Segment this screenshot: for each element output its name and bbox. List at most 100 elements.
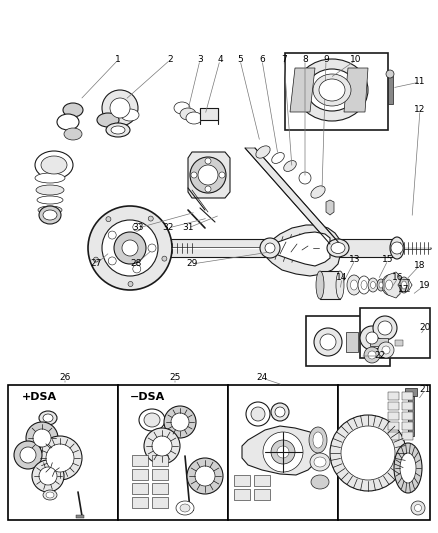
Ellipse shape — [311, 475, 329, 489]
Circle shape — [260, 238, 280, 258]
Text: 4: 4 — [217, 55, 223, 64]
Ellipse shape — [310, 453, 330, 471]
Ellipse shape — [139, 409, 165, 431]
Ellipse shape — [43, 210, 57, 220]
Circle shape — [205, 186, 211, 192]
Ellipse shape — [313, 432, 323, 448]
Bar — [370, 338, 388, 346]
Ellipse shape — [36, 185, 64, 195]
Circle shape — [171, 413, 189, 431]
Circle shape — [265, 243, 275, 253]
Text: 13: 13 — [349, 255, 361, 264]
Bar — [132, 483, 148, 494]
Ellipse shape — [272, 152, 284, 164]
Circle shape — [152, 436, 172, 456]
Polygon shape — [265, 225, 340, 276]
Circle shape — [198, 165, 218, 185]
Bar — [234, 489, 250, 500]
Text: 6: 6 — [259, 55, 265, 64]
Bar — [200, 108, 218, 120]
Ellipse shape — [309, 427, 327, 453]
Ellipse shape — [299, 172, 311, 184]
Bar — [388, 432, 399, 440]
Ellipse shape — [284, 160, 296, 172]
Ellipse shape — [330, 415, 406, 491]
Bar — [8, 385, 118, 520]
Circle shape — [110, 98, 130, 118]
Ellipse shape — [106, 123, 130, 137]
Ellipse shape — [275, 407, 285, 417]
Circle shape — [190, 157, 226, 193]
Ellipse shape — [180, 108, 196, 120]
Bar — [360, 308, 430, 358]
Polygon shape — [242, 426, 320, 475]
Circle shape — [33, 429, 51, 447]
Text: +DSA: +DSA — [22, 392, 57, 402]
Ellipse shape — [121, 109, 139, 121]
Circle shape — [102, 220, 158, 276]
Ellipse shape — [57, 114, 79, 130]
Circle shape — [411, 501, 425, 515]
Ellipse shape — [371, 281, 375, 288]
Ellipse shape — [246, 402, 270, 426]
Circle shape — [114, 232, 146, 264]
Ellipse shape — [314, 457, 326, 467]
Ellipse shape — [319, 79, 345, 101]
Circle shape — [219, 172, 225, 178]
Ellipse shape — [64, 128, 82, 140]
Circle shape — [148, 216, 153, 221]
Circle shape — [164, 406, 196, 438]
Bar — [405, 388, 417, 396]
Text: 33: 33 — [132, 223, 144, 232]
Circle shape — [378, 321, 392, 335]
Ellipse shape — [39, 411, 57, 425]
Circle shape — [26, 422, 58, 454]
Text: 11: 11 — [414, 77, 426, 86]
Circle shape — [108, 257, 116, 265]
Polygon shape — [326, 200, 334, 215]
Ellipse shape — [174, 102, 190, 114]
Circle shape — [382, 346, 390, 354]
Bar — [388, 392, 399, 400]
Ellipse shape — [341, 426, 395, 480]
Bar — [234, 475, 250, 486]
Bar — [152, 455, 168, 466]
Circle shape — [133, 265, 141, 273]
Circle shape — [46, 444, 74, 472]
Circle shape — [386, 70, 394, 78]
Bar — [152, 497, 168, 508]
Text: 1: 1 — [115, 55, 121, 64]
Ellipse shape — [402, 281, 406, 289]
Bar — [132, 455, 148, 466]
Text: 17: 17 — [398, 286, 410, 295]
Ellipse shape — [390, 237, 404, 259]
Polygon shape — [265, 232, 330, 266]
Ellipse shape — [43, 414, 53, 422]
Ellipse shape — [35, 151, 73, 179]
Ellipse shape — [350, 280, 357, 290]
Text: 9: 9 — [323, 55, 329, 64]
Bar — [388, 76, 393, 104]
Text: 27: 27 — [90, 260, 102, 269]
Text: 26: 26 — [59, 374, 71, 383]
Circle shape — [205, 158, 211, 164]
Ellipse shape — [336, 271, 344, 299]
Bar — [152, 469, 168, 480]
Ellipse shape — [311, 186, 325, 198]
Text: 14: 14 — [336, 273, 348, 282]
Bar — [395, 340, 403, 346]
Text: −DSA: −DSA — [130, 392, 165, 402]
Circle shape — [414, 505, 421, 512]
Circle shape — [122, 240, 138, 256]
Circle shape — [364, 347, 380, 363]
Text: 19: 19 — [419, 280, 431, 289]
Text: 5: 5 — [237, 55, 243, 64]
Ellipse shape — [37, 196, 63, 204]
Ellipse shape — [43, 490, 57, 500]
Bar — [388, 402, 399, 410]
Circle shape — [14, 441, 42, 469]
Bar — [132, 497, 148, 508]
Bar — [306, 316, 390, 366]
Circle shape — [20, 447, 36, 463]
Ellipse shape — [41, 156, 67, 174]
